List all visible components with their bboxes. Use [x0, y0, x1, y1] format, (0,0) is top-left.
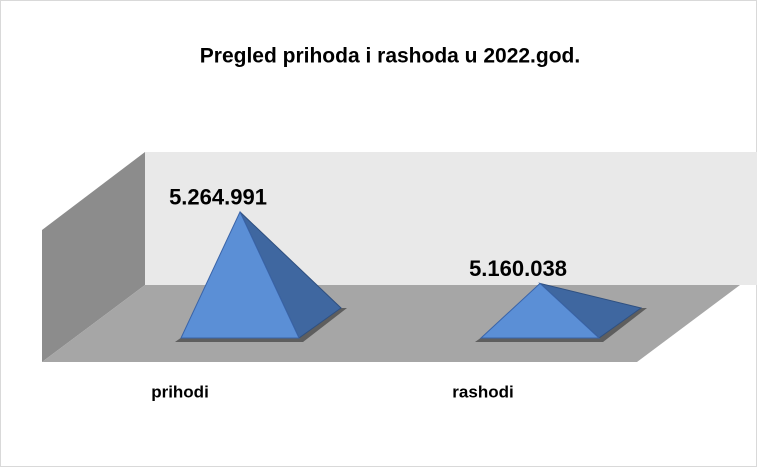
floor	[42, 285, 740, 362]
chart-title: Pregled prihoda i rashoda u 2022.god.	[200, 45, 580, 68]
plot: 5.264.991 prihodi 5.160.038 rashodi	[151, 185, 647, 401]
side-wall	[42, 152, 145, 362]
x-tick-label: rashodi	[452, 382, 513, 401]
data-label: 5.160.038	[469, 256, 567, 281]
x-tick-label: prihodi	[151, 382, 209, 401]
pyramid-front	[479, 282, 601, 339]
pyramid-front	[180, 210, 300, 339]
data-label: 5.264.991	[169, 185, 267, 210]
